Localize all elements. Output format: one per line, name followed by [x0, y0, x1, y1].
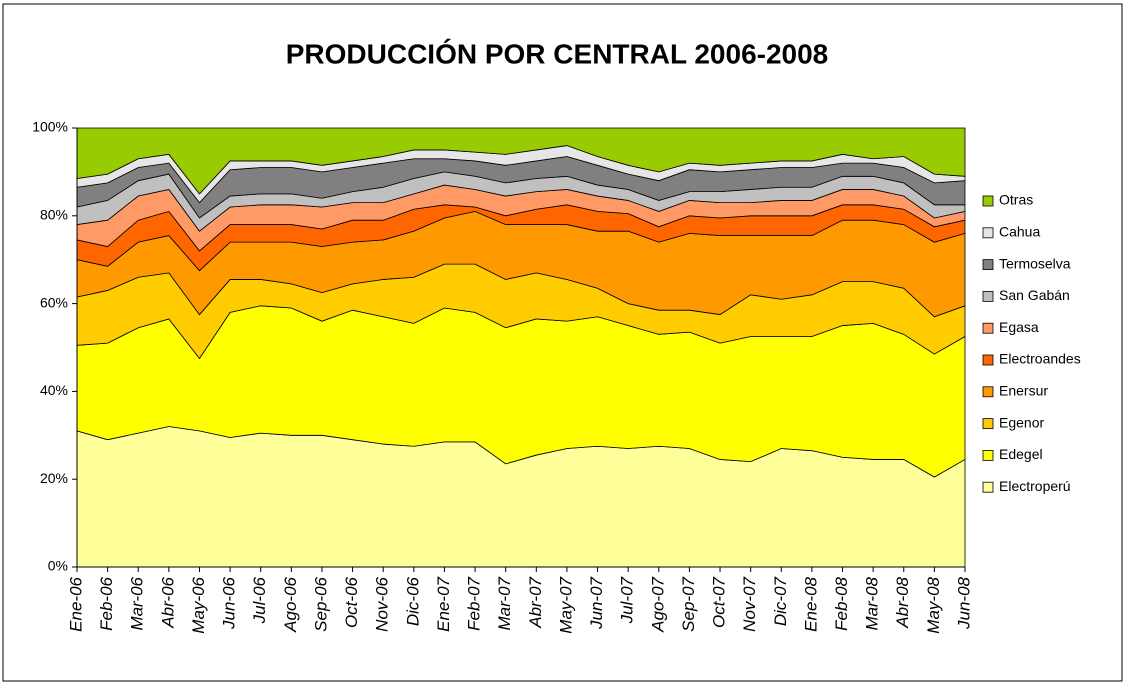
- legend-label: San Gabán: [999, 287, 1070, 303]
- legend-label: Egasa: [999, 319, 1039, 335]
- x-tick-label: Dic-06: [403, 576, 422, 626]
- x-tick-label: Feb-06: [97, 576, 116, 630]
- legend-swatch: [982, 322, 994, 334]
- x-tick-label: Ene-06: [66, 576, 85, 631]
- x-tick-label: Ago-07: [648, 576, 667, 632]
- legend-label: Egenor: [999, 414, 1044, 430]
- x-tick-label: Jun-08: [954, 576, 973, 630]
- x-tick-label: Feb-07: [465, 576, 484, 630]
- legend-label: Enersur: [999, 383, 1048, 399]
- legend-swatch: [982, 449, 994, 461]
- x-tick-label: Mar-08: [863, 576, 882, 630]
- x-tick-label: Sep-07: [679, 576, 698, 631]
- y-tick-label: 100%: [32, 119, 68, 135]
- legend-label: Cahua: [999, 224, 1040, 240]
- chart-title: PRODUCCIÓN POR CENTRAL 2006-2008: [286, 38, 829, 69]
- legend-swatch: [982, 290, 994, 302]
- legend-label: Edegel: [999, 446, 1043, 462]
- x-tick-label: Feb-08: [832, 576, 851, 630]
- x-tick-label: Abr-08: [893, 576, 912, 628]
- legend-label: Electroandes: [999, 351, 1081, 367]
- x-tick-label: Jul-07: [618, 576, 637, 624]
- x-tick-label: Oct-06: [342, 576, 361, 628]
- x-tick-label: May-06: [189, 576, 208, 633]
- x-tick-label: Ene-07: [434, 576, 453, 631]
- legend-swatch: [982, 481, 994, 493]
- legend-swatch: [982, 386, 994, 398]
- x-tick-label: Ene-08: [801, 576, 820, 631]
- x-tick-label: May-07: [556, 576, 575, 633]
- x-tick-label: Dic-07: [771, 576, 790, 626]
- x-tick-label: Ago-06: [281, 576, 300, 632]
- legend-label: Termoselva: [999, 255, 1071, 271]
- legend-label: Electroperú: [999, 478, 1071, 494]
- legend-label: Otras: [999, 192, 1033, 208]
- y-tick-label: 80%: [40, 207, 68, 223]
- x-tick-label: Mar-07: [495, 576, 514, 630]
- x-tick-label: Abr-07: [526, 576, 545, 628]
- legend-swatch: [982, 227, 994, 239]
- legend-swatch: [982, 195, 994, 207]
- x-tick-label: Nov-06: [373, 576, 392, 631]
- legend-swatch: [982, 354, 994, 366]
- y-tick-label: 60%: [40, 294, 68, 310]
- x-tick-label: Abr-06: [158, 576, 177, 628]
- x-tick-label: Nov-07: [740, 576, 759, 631]
- x-tick-label: Sep-06: [311, 576, 330, 631]
- area: [76, 127, 966, 195]
- x-tick-label: Oct-07: [710, 576, 729, 628]
- x-tick-label: Jun-07: [587, 576, 606, 630]
- legend-swatch: [982, 418, 994, 430]
- x-tick-label: May-08: [924, 576, 943, 633]
- legend-swatch: [982, 259, 994, 271]
- x-tick-label: Jun-06: [220, 576, 239, 630]
- y-tick-label: 0%: [48, 558, 68, 574]
- y-tick-label: 20%: [40, 470, 68, 486]
- y-tick-label: 40%: [40, 382, 68, 398]
- x-tick-label: Mar-06: [128, 576, 147, 630]
- x-tick-label: Jul-06: [250, 576, 269, 624]
